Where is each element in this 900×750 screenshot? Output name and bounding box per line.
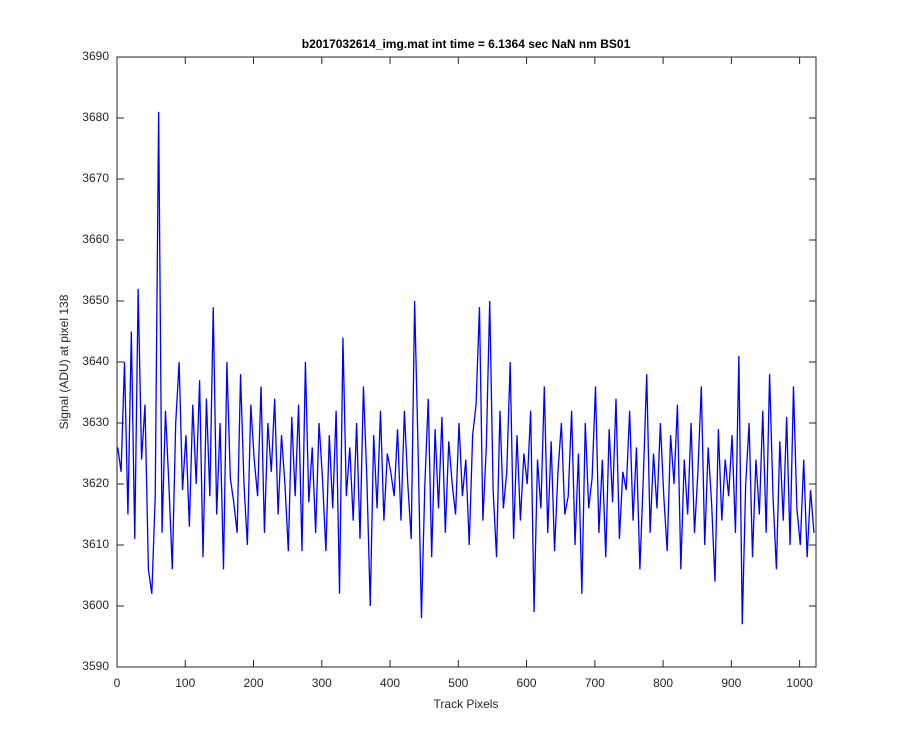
- y-tick-label: 3630: [82, 415, 109, 429]
- x-tick-label: 800: [653, 676, 673, 690]
- y-tick-label: 3690: [82, 49, 109, 63]
- data-line: [117, 111, 815, 625]
- x-tick-label: 400: [380, 676, 400, 690]
- x-tick-label: 0: [114, 676, 121, 690]
- x-axis-label: Track Pixels: [434, 697, 499, 711]
- y-tick-label: 3660: [82, 232, 109, 246]
- y-tick-label: 3670: [82, 171, 109, 185]
- plot-area: [117, 57, 816, 667]
- chart-title: b2017032614_img.mat int time = 6.1364 se…: [302, 37, 631, 51]
- x-tick-label: 100: [175, 676, 195, 690]
- y-tick-label: 3680: [82, 110, 109, 124]
- x-tick-label: 900: [721, 676, 741, 690]
- x-tick-label: 200: [244, 676, 264, 690]
- y-tick-label: 3650: [82, 293, 109, 307]
- y-axis-label: Signal (ADU) at pixel 138: [57, 294, 71, 429]
- y-tick-label: 3610: [82, 537, 109, 551]
- x-tick-label: 500: [448, 676, 468, 690]
- y-tick-label: 3620: [82, 476, 109, 490]
- x-tick-label: 600: [517, 676, 537, 690]
- x-tick-label: 700: [585, 676, 605, 690]
- y-tick-label: 3640: [82, 354, 109, 368]
- x-tick-label: 1000: [786, 676, 813, 690]
- y-tick-label: 3600: [82, 598, 109, 612]
- x-tick-label: 300: [312, 676, 332, 690]
- y-tick-label: 3590: [82, 659, 109, 673]
- axes-box: [116, 56, 817, 668]
